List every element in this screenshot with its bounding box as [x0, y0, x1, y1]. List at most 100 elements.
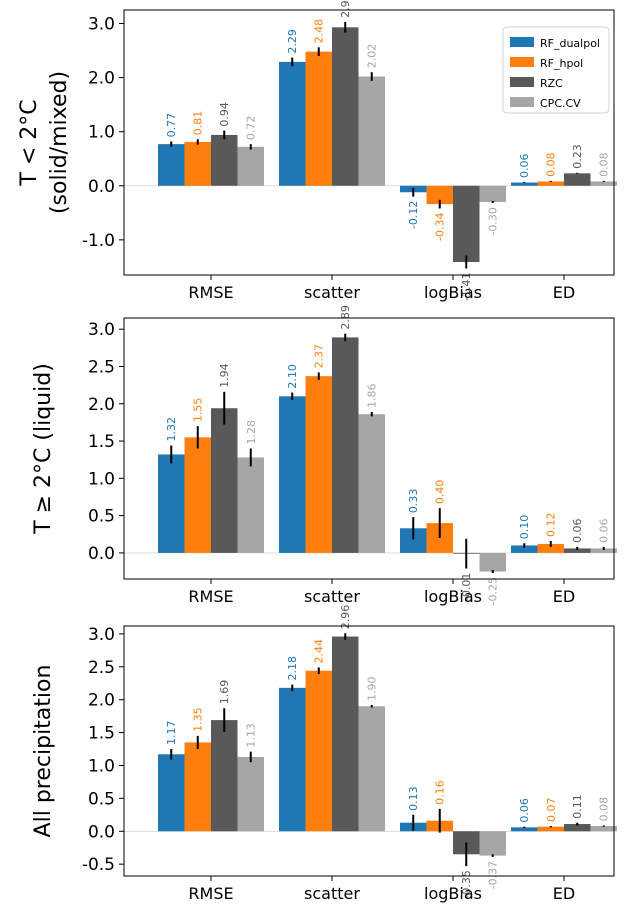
y-tick-label: 2.0: [88, 691, 115, 711]
bar-rf-dualpol-rmse: [158, 144, 185, 186]
bar-rf-hpol-ed: [537, 543, 564, 553]
value-label: 0.13: [407, 786, 420, 811]
y-axis-title: (solid/mixed): [47, 71, 72, 214]
panel-2: 1.32 2.10 0.33 0.10 1.55 2.37 0.40 0.12 1.94 2.89…: [31, 305, 617, 606]
value-label: 1.32: [165, 417, 178, 442]
value-label: -0.25: [487, 577, 500, 605]
legend: RF_dualpol RF_hpol RZC CPC.CV: [502, 26, 610, 114]
value-label: 2.93: [339, 0, 352, 18]
bar-rzc-scatter: [332, 636, 359, 832]
y-axis-title: T < 2°C: [17, 99, 42, 186]
value-label: 0.06: [598, 518, 611, 543]
legend-swatch-0: [510, 37, 534, 47]
value-label: 1.55: [192, 398, 205, 423]
bar-rf-dualpol-scatter: [279, 687, 306, 832]
legend-label: RF_hpol: [540, 57, 583, 70]
panel-3: 1.17 2.18 0.13 0.06 1.35 2.44 0.16 0.07 1.69 2.96…: [31, 605, 617, 903]
legend-swatch-3: [510, 97, 534, 107]
value-label: 1.35: [192, 707, 205, 732]
x-tick-label-rmse: RMSE: [188, 587, 233, 606]
bar-cpc-cv-logbias: [479, 831, 506, 856]
bar-rf-dualpol-ed: [511, 545, 538, 553]
bar-rf-dualpol-ed: [511, 182, 538, 186]
bar-rf-hpol-rmse: [184, 141, 211, 186]
bar-rzc-rmse: [211, 408, 238, 553]
value-label: 1.13: [245, 723, 258, 748]
value-label: 0.08: [545, 152, 558, 177]
legend-label: CPC.CV: [540, 97, 581, 110]
y-tick-label: 0.0: [88, 822, 115, 842]
value-label: -0.30: [487, 207, 500, 235]
bar-rzc-rmse: [211, 720, 238, 832]
x-tick-label-scatter: scatter: [304, 884, 360, 903]
value-label: 2.02: [366, 44, 379, 69]
bar-cpc-cv-rmse: [237, 756, 264, 832]
y-tick-label: 0.0: [88, 177, 115, 197]
value-label: 2.89: [339, 305, 352, 330]
y-tick-label: 2.5: [88, 658, 115, 678]
bar-rf-dualpol-scatter: [279, 396, 306, 553]
legend-box: [502, 26, 610, 114]
value-label: -1.41: [460, 273, 473, 301]
x-tick-label-ed: ED: [553, 884, 575, 903]
bar-cpc-cv-scatter: [358, 414, 385, 553]
value-label: 2.10: [286, 364, 299, 389]
value-label: 0.10: [518, 515, 531, 540]
value-label: 2.37: [313, 344, 326, 369]
x-tick-label-rmse: RMSE: [188, 884, 233, 903]
value-label: 0.81: [192, 111, 205, 136]
bar-rf-hpol-ed: [537, 181, 564, 186]
value-label: 1.69: [218, 680, 231, 705]
x-tick-label-ed: ED: [553, 283, 575, 302]
x-tick-label-logbias: logBias: [424, 587, 482, 606]
value-label: 2.18: [286, 656, 299, 681]
bar-rzc-rmse: [211, 134, 238, 186]
bar-cpc-cv-rmse: [237, 146, 264, 186]
value-label: 0.16: [434, 780, 447, 805]
y-tick-label: 3.0: [88, 625, 115, 645]
y-axis-title: T ≥ 2°C (liquid): [31, 363, 56, 535]
value-label: 1.86: [366, 383, 379, 408]
bar-cpc-cv-ed: [590, 181, 617, 186]
bar-rf-hpol-scatter: [305, 670, 332, 832]
value-label: 1.28: [245, 420, 258, 445]
y-tick-label: 0.0: [88, 544, 115, 564]
x-tick-label-scatter: scatter: [304, 283, 360, 302]
y-tick-label: 1.5: [88, 724, 115, 744]
bar-rzc-scatter: [332, 27, 359, 186]
value-label: -0.37: [487, 861, 500, 889]
value-label: 0.07: [545, 798, 558, 823]
bar-cpc-cv-scatter: [358, 706, 385, 832]
value-label: 0.40: [434, 480, 447, 505]
bar-cpc-cv-ed: [590, 548, 617, 553]
bar-cpc-cv-ed: [590, 826, 617, 832]
value-label: 0.08: [598, 152, 611, 177]
value-label: 2.48: [313, 19, 326, 44]
bar-rf-dualpol-rmse: [158, 754, 185, 832]
value-label: 1.90: [366, 676, 379, 701]
value-label: 0.06: [571, 518, 584, 543]
bar-rf-hpol-scatter: [305, 376, 332, 553]
bar-rf-hpol-rmse: [184, 742, 211, 832]
bar-rzc-scatter: [332, 337, 359, 553]
x-tick-label-logbias: logBias: [424, 884, 482, 903]
bar-rzc-ed: [564, 548, 591, 553]
y-tick-label: 2.5: [88, 357, 115, 377]
y-tick-label: 2.0: [88, 395, 115, 415]
value-label: 0.06: [518, 153, 531, 178]
bar-rf-hpol-ed: [537, 826, 564, 832]
y-tick-label: -0.5: [82, 855, 115, 875]
value-label: 0.77: [165, 113, 178, 138]
value-label: 0.12: [545, 512, 558, 537]
x-tick-label-ed: ED: [553, 587, 575, 606]
y-axis-title: All precipitation: [31, 665, 56, 838]
value-label: -0.01: [460, 573, 473, 601]
value-label: 0.08: [598, 797, 611, 822]
value-label: 0.33: [407, 489, 420, 514]
bar-rf-dualpol-ed: [511, 827, 538, 832]
bar-rzc-ed: [564, 824, 591, 832]
y-tick-label: 3.0: [88, 320, 115, 340]
legend-label: RZC: [540, 77, 563, 90]
y-tick-label: 2.0: [88, 69, 115, 89]
